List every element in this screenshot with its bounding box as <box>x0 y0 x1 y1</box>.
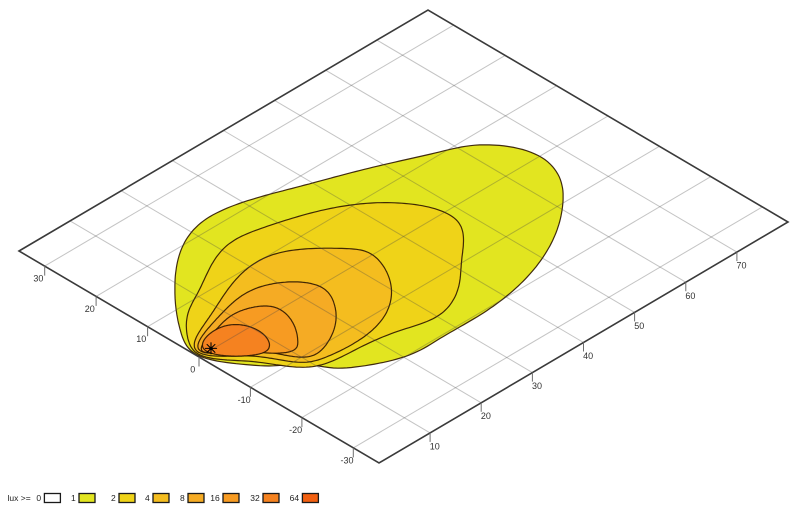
svg-text:32: 32 <box>250 493 260 503</box>
svg-text:10: 10 <box>430 441 440 451</box>
svg-text:-30: -30 <box>340 455 353 465</box>
svg-text:16: 16 <box>210 493 220 503</box>
svg-text:70: 70 <box>736 261 746 271</box>
svg-text:4: 4 <box>145 493 150 503</box>
svg-text:50: 50 <box>634 321 644 331</box>
svg-text:0: 0 <box>190 365 195 375</box>
svg-text:8: 8 <box>180 493 185 503</box>
svg-text:20: 20 <box>481 411 491 421</box>
svg-text:10: 10 <box>136 334 146 344</box>
svg-text:60: 60 <box>685 291 695 301</box>
svg-text:40: 40 <box>583 351 593 361</box>
svg-text:1: 1 <box>71 493 76 503</box>
svg-text:30: 30 <box>532 381 542 391</box>
svg-text:30: 30 <box>33 274 43 284</box>
svg-text:lux >=: lux >= <box>8 493 31 503</box>
svg-text:64: 64 <box>290 493 300 503</box>
svg-text:0: 0 <box>36 493 41 503</box>
svg-text:2: 2 <box>111 493 116 503</box>
svg-text:20: 20 <box>85 304 95 314</box>
svg-text:-20: -20 <box>289 425 302 435</box>
svg-text:-10: -10 <box>238 395 251 405</box>
